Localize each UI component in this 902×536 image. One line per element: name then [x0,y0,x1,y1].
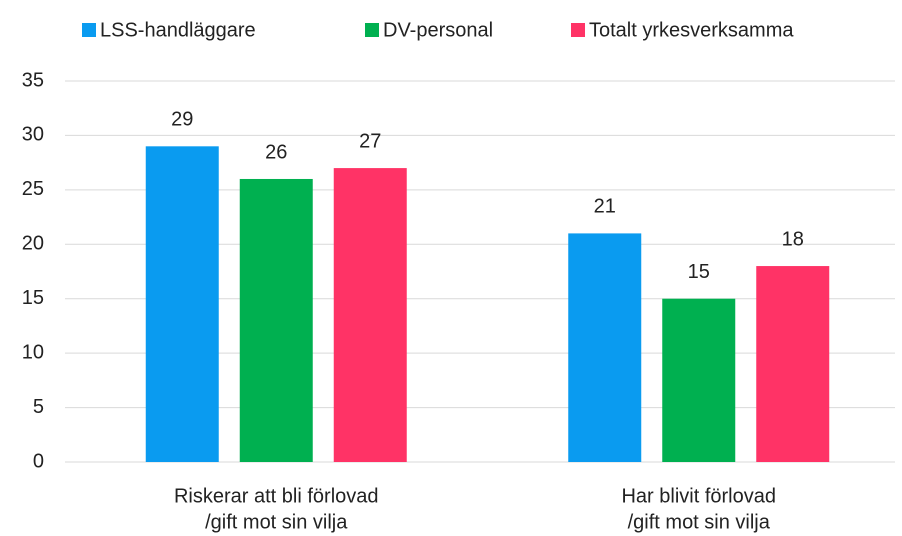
x-tick-label: Har blivit förlovad [621,485,776,507]
data-label: 29 [171,109,193,131]
legend-label: DV-personal [383,19,493,41]
y-tick-label: 5 [33,396,44,418]
legend-swatch [82,23,96,37]
data-label: 18 [782,228,804,250]
bar [333,168,407,463]
data-label: 15 [688,261,710,283]
bar [662,298,736,462]
legend-label: Totalt yrkesverksamma [589,19,794,41]
y-tick-label: 20 [22,233,44,255]
data-label: 26 [265,141,287,163]
bar [756,266,830,462]
x-tick-label: /gift mot sin vilja [205,511,348,533]
y-tick-label: 35 [22,69,44,91]
y-tick-label: 10 [22,341,44,363]
legend-label: LSS-handläggare [100,19,256,41]
y-tick-label: 0 [33,450,44,472]
data-label: 27 [359,130,381,152]
y-tick-label: 25 [22,178,44,200]
x-tick-label: Riskerar att bli förlovad [174,485,379,507]
bar [239,178,313,462]
bar [145,146,219,463]
bar [568,233,642,462]
data-label: 21 [594,196,616,218]
y-tick-label: 30 [22,124,44,146]
legend-swatch [365,23,379,37]
x-tick-label: /gift mot sin vilja [628,511,771,533]
y-tick-label: 15 [22,287,44,309]
legend-swatch [571,23,585,37]
